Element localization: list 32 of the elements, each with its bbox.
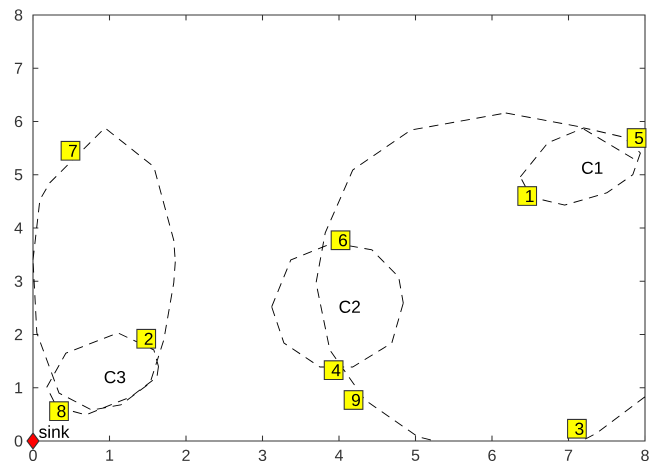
x-tick-label: 3 <box>258 450 266 462</box>
y-tick-label: 6 <box>14 116 22 128</box>
y-tick-label: 0 <box>14 435 22 447</box>
y-tick-label: 4 <box>14 222 22 234</box>
annotation: 4 <box>332 364 340 376</box>
x-tick-label: 4 <box>334 450 343 461</box>
y-tick-label: 1 <box>15 382 22 394</box>
y-tick-label: 2 <box>14 328 22 340</box>
y-tick-label: 7 <box>14 62 22 74</box>
annotation: C2 <box>340 300 360 313</box>
y-tick-label: 3 <box>14 276 22 287</box>
y-tick-label: 5 <box>14 169 22 180</box>
y-tick-label: 8 <box>14 9 22 21</box>
x-tick-label: 5 <box>412 450 420 461</box>
annotation: 9 <box>352 394 360 406</box>
x-tick-label: 7 <box>564 450 572 461</box>
x-tick-label: 6 <box>488 450 496 462</box>
x-tick-label: 2 <box>182 450 190 461</box>
x-tick-label: 0 <box>29 450 37 462</box>
annotation: 3 <box>575 422 584 435</box>
annotation: 5 <box>634 132 644 144</box>
x-tick-label: 8 <box>641 450 649 462</box>
annotation: 2 <box>144 332 153 345</box>
annotation: 8 <box>57 405 66 418</box>
annotation: C1 <box>582 162 602 174</box>
annotation: C3 <box>104 370 126 384</box>
annotation: 7 <box>68 144 77 157</box>
annotation: 6 <box>339 234 348 246</box>
x-tick-label: 1 <box>106 450 114 461</box>
annotation: sink <box>39 425 70 438</box>
point <box>26 432 40 450</box>
annotation: 1 <box>526 190 534 202</box>
